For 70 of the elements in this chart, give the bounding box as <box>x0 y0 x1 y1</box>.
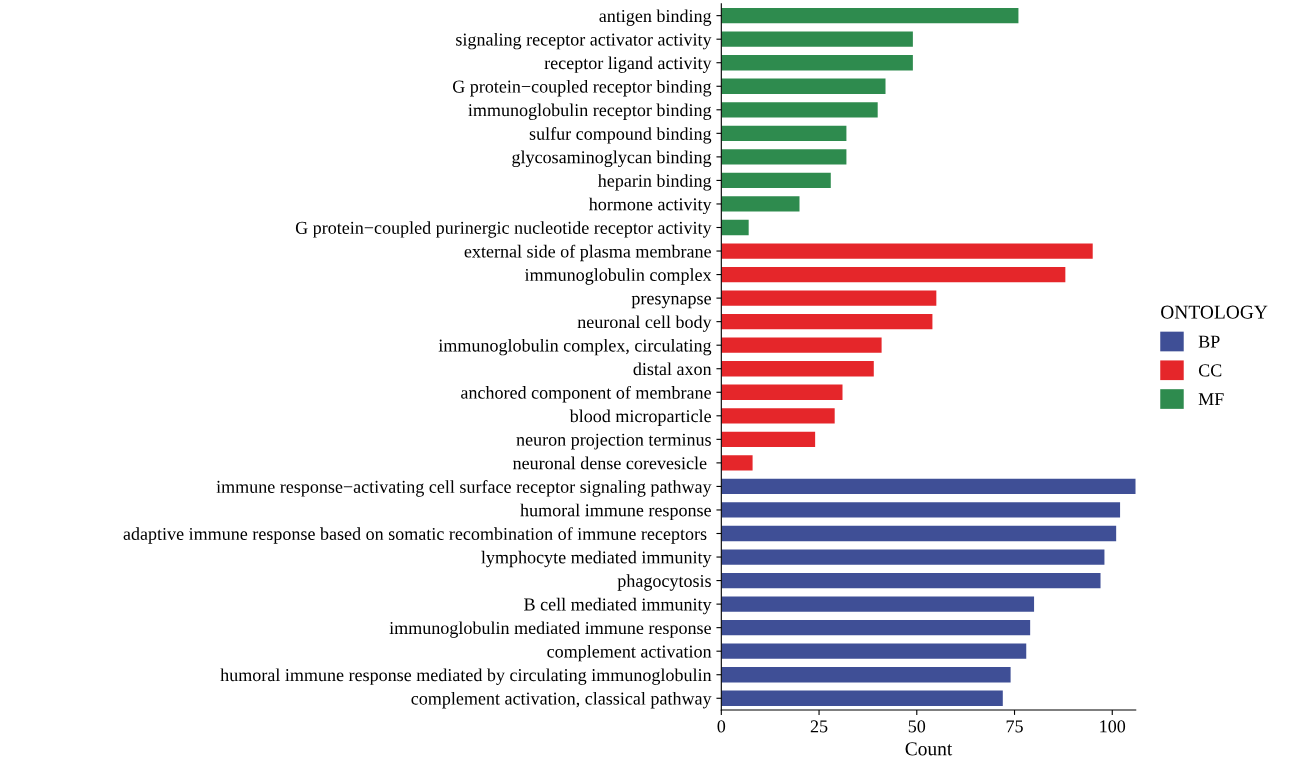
x-tick-label: 50 <box>908 720 926 733</box>
bar <box>721 337 882 353</box>
y-tick-label: adaptive immune response based on somatic recombination of immune receptors <box>123 527 707 544</box>
bar <box>721 102 878 118</box>
bar <box>721 8 1019 24</box>
bar <box>721 78 886 94</box>
y-tick-label: anchored component of membrane <box>461 385 711 403</box>
y-tick-label: immune response−activating cell surface receptor signaling pathway <box>216 480 712 497</box>
y-tick-label: immunoglobulin complex <box>524 268 712 285</box>
y-tick-label: immunoglobulin receptor binding <box>468 103 712 120</box>
y-tick-label: lymphocyte mediated immunity <box>481 550 712 568</box>
y-tick-label: antigen binding <box>599 9 712 26</box>
y-tick-label: distal axon <box>633 362 712 376</box>
bar <box>721 549 1105 565</box>
bar <box>721 125 847 141</box>
y-tick-label: G protein−coupled purinergic nucleotide receptor activity <box>295 221 712 238</box>
y-tick-label: presynapse <box>631 295 711 309</box>
y-tick-label: humoral immune response mediated by circulating immunoglobulin <box>220 668 712 685</box>
y-tick-label: external side of plasma membrane <box>464 244 711 262</box>
x-tick-label: 25 <box>810 720 828 733</box>
y-tick-label: neuronal cell body <box>577 315 712 332</box>
bar <box>721 219 749 236</box>
bar <box>721 408 835 424</box>
legend-label: BP <box>1198 335 1220 348</box>
bar <box>721 361 874 377</box>
y-tick-label: phagocytosis <box>617 574 711 591</box>
bar <box>721 455 753 471</box>
y-tick-label: signaling receptor activator activity <box>456 32 712 50</box>
y-tick-label: humoral immune response <box>520 503 711 521</box>
bar <box>721 55 913 71</box>
bar <box>721 502 1121 518</box>
y-tick-label: complement activation, classical pathway <box>411 692 712 709</box>
y-tick-label: blood microparticle <box>569 409 711 426</box>
bar <box>721 620 1031 636</box>
bar <box>721 643 1027 659</box>
y-tick-label: immunoglobulin complex, circulating <box>438 338 712 356</box>
x-tick-label: 75 <box>1006 720 1023 733</box>
y-tick-label: G protein−coupled receptor binding <box>452 80 712 97</box>
y-tick-label: complement activation <box>547 644 712 662</box>
bar <box>721 478 1136 495</box>
bar <box>721 525 1117 542</box>
y-tick-label: B cell mediated immunity <box>524 597 712 615</box>
y-tick-label: sulfur compound binding <box>529 126 712 144</box>
bar <box>721 572 1101 589</box>
bar <box>721 431 816 447</box>
y-tick-label: neuron projection terminus <box>516 433 711 450</box>
bar <box>721 667 1011 683</box>
bar <box>721 596 1035 612</box>
bar <box>721 31 913 47</box>
bar <box>721 314 933 330</box>
y-tick-label: glycosaminoglycan binding <box>512 150 712 168</box>
y-tick-label: immunoglobulin mediated immune response <box>389 621 711 638</box>
bar <box>721 243 1093 259</box>
legend-label: CC <box>1198 364 1222 377</box>
bar <box>721 149 847 165</box>
y-tick-label: hormone activity <box>588 197 712 215</box>
y-tick-label: receptor ligand activity <box>544 56 712 73</box>
bar <box>721 172 831 189</box>
x-axis-title: Count <box>905 742 953 756</box>
legend-title: ONTOLOGY <box>1161 305 1268 319</box>
x-tick-label: 0 <box>717 720 726 733</box>
bar <box>721 384 843 400</box>
bar <box>721 196 800 212</box>
legend-label: MF <box>1198 393 1224 406</box>
y-tick-label: neuronal dense corevesicle <box>512 456 707 470</box>
y-tick-label: heparin binding <box>597 174 712 191</box>
bar <box>721 290 937 306</box>
bar <box>721 266 1066 283</box>
bar <box>721 690 1003 706</box>
x-tick-label: 100 <box>1100 720 1126 733</box>
